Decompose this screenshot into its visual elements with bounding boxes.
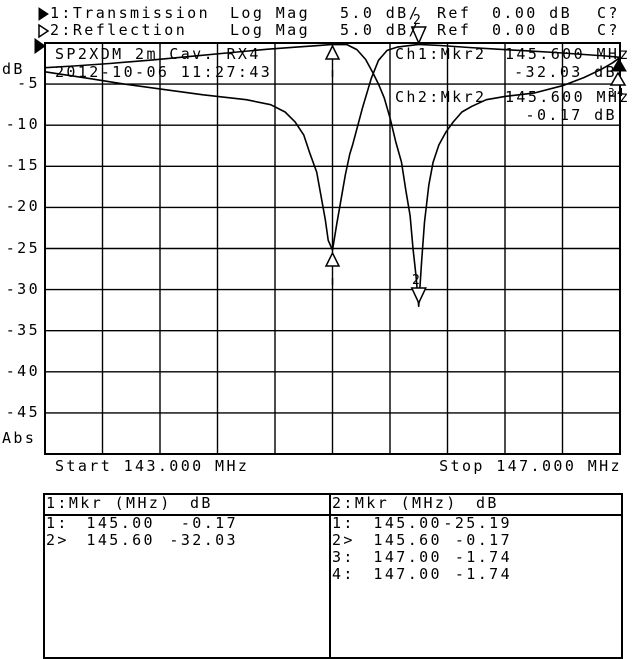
table-ch1-header-unit: dB: [190, 494, 213, 512]
table-ch1-header-name: 1:Mkr (MHz): [46, 494, 172, 512]
table-row: 2>: [46, 531, 69, 549]
ch1-ref-value: 0.00 dB: [492, 4, 573, 22]
reference-level-arrow-icon: [34, 38, 46, 54]
marker4-triangle-icon: [609, 71, 627, 86]
table-cell-db: -0.17: [180, 514, 238, 532]
readout-ch1-label: Ch1:Mkr2: [395, 45, 487, 63]
table-row: 1:: [46, 514, 69, 532]
marker3-triangle-icon: [611, 58, 627, 72]
readout-ch2-value: -0.17 dB: [525, 106, 617, 124]
ch2-scale: 5.0 dB/: [340, 21, 421, 39]
channel2-arrow-icon: [38, 23, 50, 39]
readout-ch2-label: Ch2:Mkr2: [395, 88, 487, 106]
y-tick--35: -35: [5, 321, 40, 339]
table-cell-db: -1.74: [454, 548, 512, 566]
marker2-trace1-triangle-icon: [410, 287, 427, 305]
table-row: 3:: [332, 548, 355, 566]
ch1-scale: 5.0 dB/: [340, 4, 421, 22]
y-tick--40: -40: [5, 362, 40, 380]
table-cell-freq: 145.00: [373, 514, 442, 532]
table-cell-freq: 145.60: [373, 531, 442, 549]
ch1-format: Log Mag: [230, 4, 311, 22]
stop-frequency-label: Stop 147.000 MHz: [439, 457, 622, 475]
marker2-trace2-label: 2: [413, 13, 423, 28]
marker-table-divider: [329, 495, 331, 657]
ch2-ref-value: 0.00 dB: [492, 21, 573, 39]
marker2-trace2-triangle-icon: [410, 26, 427, 45]
y-axis-label: dB: [2, 60, 25, 78]
table-cell-db: -32.03: [169, 531, 238, 549]
y-tick--30: -30: [5, 280, 40, 298]
y-tick--45: -45: [5, 403, 40, 421]
ch2-ref-label: Ref: [437, 21, 472, 39]
y-tick--5: -5: [17, 74, 40, 92]
table-cell-freq: 145.60: [86, 531, 155, 549]
table-cell-db: -1.74: [454, 565, 512, 583]
marker1-trace1-triangle-icon: [324, 44, 341, 60]
plot-timestamp: 2012-10-06 11:27:43: [55, 63, 273, 81]
table-ch2-header-name: 2:Mkr (MHz): [332, 494, 458, 512]
readout-ch1-freq: 145.600 MHz: [505, 45, 631, 63]
table-cell-freq: 145.00: [86, 514, 155, 532]
y-tick--25: -25: [5, 239, 40, 257]
y-tick--10: -10: [5, 115, 40, 133]
marker34-edge-label: 34: [608, 86, 626, 99]
marker-table: [43, 493, 623, 659]
ch2-format: Log Mag: [230, 21, 311, 39]
ch1-cal-status: C?: [597, 4, 620, 22]
marker1-trace2-triangle-icon: [324, 251, 341, 267]
y-tick--15: -15: [5, 156, 40, 174]
marker-table-header-rule: [45, 514, 621, 516]
table-row: 1:: [332, 514, 355, 532]
table-cell-db: -0.17: [454, 531, 512, 549]
channel1-active-arrow-icon: [38, 7, 49, 21]
readout-ch2-freq: 145.600 MHz: [505, 88, 631, 106]
table-cell-freq: 147.00: [373, 548, 442, 566]
graticule-border: [44, 42, 621, 455]
start-frequency-label: Start 143.000 MHz: [55, 457, 250, 475]
table-ch2-header-unit: dB: [476, 494, 499, 512]
table-row: 2>: [332, 531, 355, 549]
marker2-trace1-label: 2: [412, 273, 422, 288]
table-cell-db: -25.19: [443, 514, 512, 532]
table-cell-freq: 147.00: [373, 565, 442, 583]
plot-title: SP2XDM 2m Cav. RX4: [55, 45, 261, 63]
ch1-measurement-label: 1:Transmission: [50, 4, 211, 22]
trace-transmission: [44, 43, 621, 308]
ch2-cal-status: C?: [597, 21, 620, 39]
y-tick--20: -20: [5, 197, 40, 215]
y-axis-bottom-label: Abs: [2, 429, 37, 447]
trace-reflection: [44, 43, 621, 251]
ch2-measurement-label: 2:Reflection: [50, 21, 188, 39]
readout-ch1-value: -32.03 dB: [514, 63, 617, 81]
ch1-ref-label: Ref: [437, 4, 472, 22]
table-row: 4:: [332, 565, 355, 583]
